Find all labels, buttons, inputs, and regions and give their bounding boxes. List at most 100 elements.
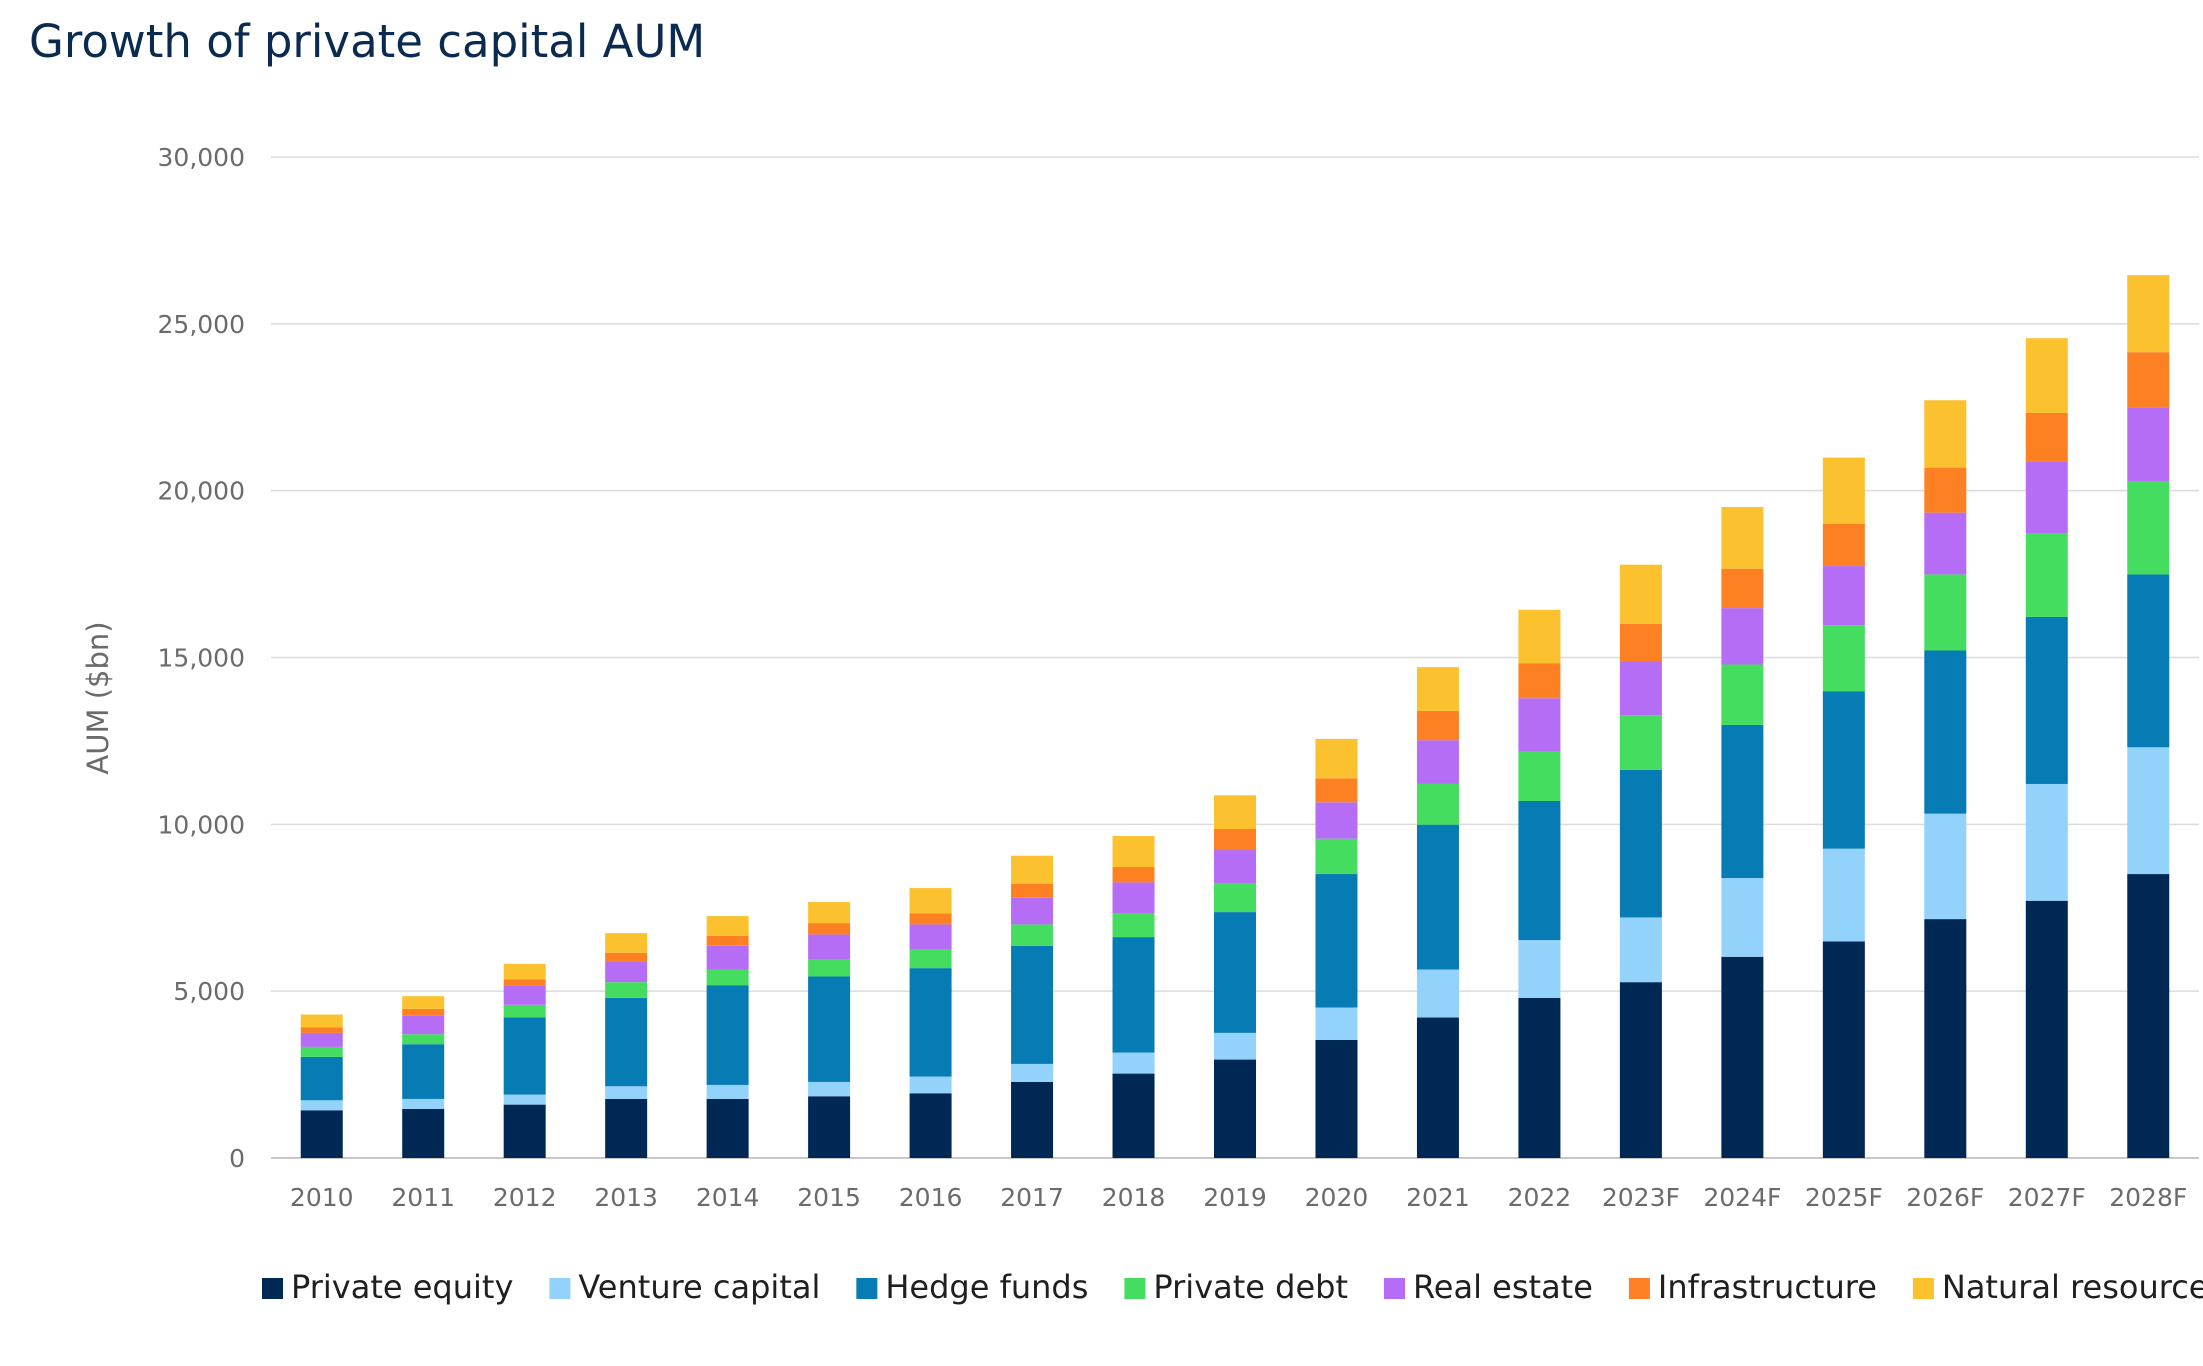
bar-segment xyxy=(2025,783,2068,901)
bar-segment xyxy=(402,1098,445,1109)
x-tick-label: 2014 xyxy=(696,1183,760,1212)
bar-segment xyxy=(2025,338,2068,413)
y-tick-label: 20,000 xyxy=(158,477,245,506)
bar-segment xyxy=(1619,982,1662,1158)
x-tick-label: 2027F xyxy=(2008,1183,2086,1212)
bar-segment xyxy=(1416,783,1459,825)
bar-segment xyxy=(605,997,648,1087)
bar-segment xyxy=(503,1017,546,1095)
legend-item: Private debt xyxy=(1124,1268,1348,1306)
bar-segment xyxy=(706,916,749,936)
legend-swatch xyxy=(549,1278,571,1299)
bar-segment xyxy=(1112,867,1155,883)
bar-segment xyxy=(909,968,952,1077)
bar-segment xyxy=(1416,824,1459,970)
bar-segment xyxy=(1011,855,1054,884)
bar-segment xyxy=(706,935,749,946)
x-tick-label: 2012 xyxy=(493,1183,557,1212)
x-tick-label: 2020 xyxy=(1305,1183,1369,1212)
bar-segment xyxy=(1822,625,1865,692)
bar-segment xyxy=(1315,802,1358,839)
bar-segment xyxy=(909,949,952,969)
bar-segment xyxy=(503,963,546,980)
bar-segment xyxy=(1924,574,1967,651)
bar-segment xyxy=(706,945,749,970)
bar-segment xyxy=(1619,917,1662,983)
bar-segment xyxy=(2127,481,2170,575)
bar-segment xyxy=(1619,623,1662,662)
bar-segment xyxy=(1924,813,1967,920)
bar-segment xyxy=(1011,945,1054,1064)
bar-segment xyxy=(2127,574,2170,748)
bar-segment xyxy=(402,1108,445,1158)
bar-segment xyxy=(1721,507,1764,569)
bar-segment xyxy=(1315,778,1358,803)
bar-segment xyxy=(1619,769,1662,918)
y-tick-label: 30,000 xyxy=(158,143,245,172)
bar-segment xyxy=(1315,1039,1358,1158)
bar-segment xyxy=(1518,800,1561,941)
bar-segment xyxy=(1214,795,1256,830)
y-axis-label: AUM ($bn) xyxy=(81,621,115,774)
bar-segment xyxy=(503,1004,546,1018)
x-tick-label: 2011 xyxy=(391,1183,455,1212)
x-tick-label: 2025F xyxy=(1805,1183,1883,1212)
bar-segment xyxy=(1214,883,1256,913)
bar-segment xyxy=(808,959,851,977)
bar-segment xyxy=(1822,457,1865,524)
legend-item: Private equity xyxy=(262,1268,513,1306)
bar-segment xyxy=(1518,609,1561,664)
bar-segment xyxy=(909,913,952,925)
legend-swatch xyxy=(856,1278,878,1299)
bar-segment xyxy=(808,976,851,1082)
bar-segment xyxy=(706,969,749,986)
legend-swatch xyxy=(1912,1278,1934,1299)
x-tick-label: 2024F xyxy=(1703,1183,1781,1212)
bar-segment xyxy=(1619,564,1662,624)
legend-swatch xyxy=(1384,1278,1405,1299)
bar-segment xyxy=(1721,878,1764,957)
bar-segment xyxy=(1416,667,1459,711)
bar-segment xyxy=(605,1098,648,1158)
x-tick-label: 2019 xyxy=(1203,1183,1267,1212)
bar-segment xyxy=(300,1056,343,1101)
bar-segment xyxy=(808,1096,851,1158)
bar-segment xyxy=(1214,1059,1256,1158)
bar-segment xyxy=(2025,412,2068,462)
bar-segment xyxy=(300,1110,343,1158)
bar-segment xyxy=(503,979,546,986)
bar-segment xyxy=(2025,533,2068,617)
bar-segment xyxy=(1112,882,1155,914)
x-tick-label: 2013 xyxy=(594,1183,658,1212)
bar-segment xyxy=(402,1008,445,1016)
bar-segment xyxy=(1416,710,1459,741)
bar-segment xyxy=(1518,751,1561,801)
legend-label: Real estate xyxy=(1413,1268,1593,1306)
bar-segment xyxy=(1315,838,1358,875)
bar-segment xyxy=(1214,912,1256,1033)
bar-segment xyxy=(1011,1081,1054,1158)
bar-segment xyxy=(1619,715,1662,770)
bar-segment xyxy=(706,1084,749,1099)
bar-segment xyxy=(300,1027,343,1033)
legend-item: Hedge funds xyxy=(856,1268,1088,1306)
bar-segment xyxy=(1924,650,1967,814)
bar-segment xyxy=(605,952,648,962)
bar-segment xyxy=(402,996,445,1009)
bar-segment xyxy=(808,934,851,960)
bar-segment xyxy=(605,1086,648,1099)
bar-segment xyxy=(300,1032,343,1047)
chart-title: Growth of private capital AUM xyxy=(29,15,705,68)
bar-segment xyxy=(2025,461,2068,534)
bar-segment xyxy=(1721,956,1764,1158)
bar-segment xyxy=(706,1098,749,1158)
bar-segment xyxy=(1214,829,1256,851)
x-tick-label: 2016 xyxy=(899,1183,963,1212)
bar-segment xyxy=(503,1104,546,1158)
bar-segment xyxy=(2127,275,2170,353)
legend-label: Venture capital xyxy=(578,1268,820,1306)
legend-item: Real estate xyxy=(1384,1268,1593,1306)
bar-segment xyxy=(1518,698,1561,752)
bar-segment xyxy=(1011,924,1054,946)
bar-segment xyxy=(1822,941,1865,1158)
